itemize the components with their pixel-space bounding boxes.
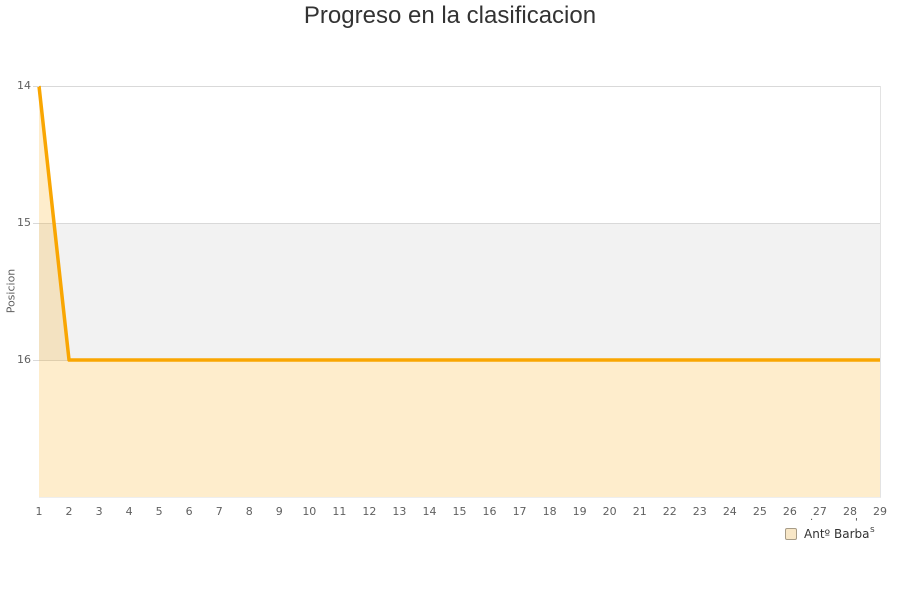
x-axis-tick-label: 7 (215, 505, 223, 518)
x-axis-tick-label: 28 (842, 505, 857, 518)
x-axis-tick-label: 8 (245, 505, 253, 518)
x-axis-tick-label: 21 (632, 505, 647, 518)
x-axis-tick-label: 22 (662, 505, 677, 518)
x-axis-tick-label: 17 (512, 505, 527, 518)
x-axis-tick-label: 13 (392, 505, 407, 518)
x-axis-tick-label: 18 (542, 505, 557, 518)
x-axis-tick-label: 14 (422, 505, 437, 518)
x-axis-tick-label: 4 (125, 505, 133, 518)
x-axis-tick-label: 6 (185, 505, 193, 518)
x-axis-tick-label: 16 (482, 505, 497, 518)
x-axis-tick-label: 24 (722, 505, 737, 518)
legend-item-anto-barba[interactable]: Antº Barba · ' s (785, 515, 875, 542)
x-axis-tick-label: 15 (452, 505, 467, 518)
legend-label: Antº Barba (804, 527, 870, 541)
x-axis-tick-label: 1 (35, 505, 43, 518)
chart-title: Progreso en la clasificacion (303, 2, 597, 29)
x-axis-tick-label: 5 (155, 505, 163, 518)
y-axis-tick-mark (33, 360, 39, 361)
legend-apostrophe-artifact: ' (855, 517, 858, 528)
alternate-grid-band (39, 223, 880, 360)
x-axis-tick-label: 20 (602, 505, 617, 518)
plot-area (37, 85, 881, 498)
series-canvas (37, 85, 880, 497)
area-series-legend-marker-icon (785, 528, 797, 540)
x-axis-tick-label: 3 (95, 505, 103, 518)
legend-dot-artifact: · (810, 515, 814, 526)
area-series-line (37, 85, 880, 362)
y-axis-tick-label: 15 (17, 216, 31, 229)
x-axis-tick-label: 26 (782, 505, 797, 518)
y-axis-tick-label: 16 (17, 353, 31, 366)
x-axis-tick-label: 10 (302, 505, 317, 518)
x-axis-tick-label: 29 (873, 505, 887, 518)
x-axis-tick-label: 23 (692, 505, 707, 518)
x-axis-tick-label: 19 (572, 505, 587, 518)
legend-suffix-artifact: s (870, 525, 875, 535)
y-axis-tick-mark (33, 86, 39, 87)
y-axis-tick-mark (33, 223, 39, 224)
x-axis-tick-label: 9 (275, 505, 283, 518)
area-series-fill (39, 86, 880, 497)
y-axis-tick-label: 14 (17, 79, 31, 92)
x-axis-tick-label: 12 (362, 505, 377, 518)
x-axis-tick-label: 2 (65, 505, 73, 518)
y-axis-title: Posicion (4, 268, 18, 314)
x-axis-tick-label: 27 (812, 505, 827, 518)
x-axis-tick-label: 25 (752, 505, 767, 518)
x-axis-tick-label: 11 (332, 505, 347, 518)
